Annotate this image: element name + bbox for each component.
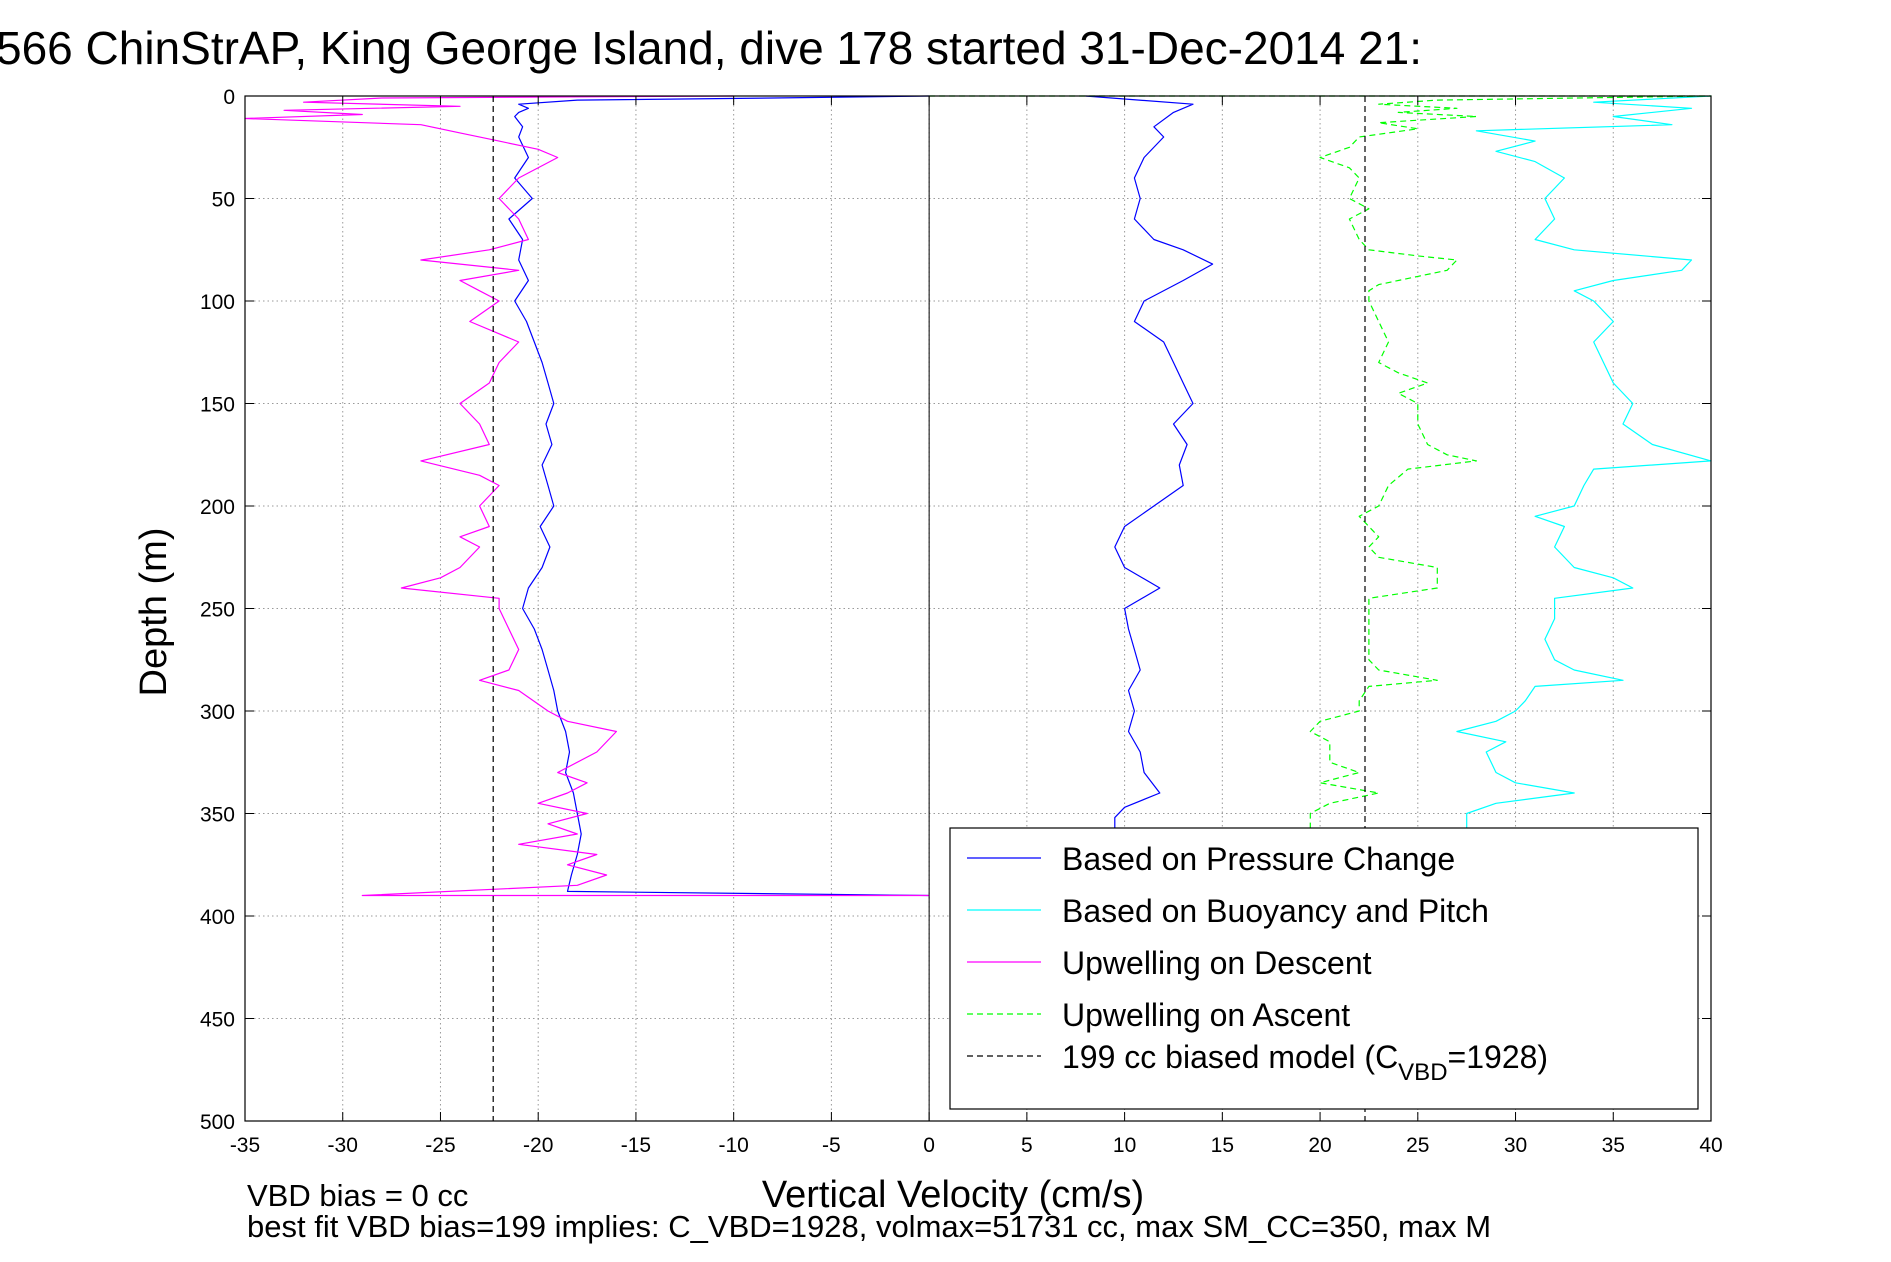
best-fit-note: best fit VBD bias=199 implies: C_VBD=192… xyxy=(247,1209,1491,1244)
series-line xyxy=(1456,95,1712,834)
y-tick-label: 350 xyxy=(200,804,235,827)
x-tick-label: -35 xyxy=(230,1134,260,1157)
legend-label: Based on Pressure Change xyxy=(1062,841,1455,877)
x-tick-label: 20 xyxy=(1308,1134,1331,1157)
x-tick-label: 15 xyxy=(1211,1134,1234,1157)
y-axis-ticks: 0 50 100 150 200 250 300 350 400 450 500 xyxy=(200,86,1711,1134)
legend-label: Upwelling on Ascent xyxy=(1062,997,1350,1033)
y-tick-label: 150 xyxy=(200,394,235,417)
legend: Based on Pressure Change Based on Buoyanc… xyxy=(949,827,1699,1110)
x-tick-label: 40 xyxy=(1699,1134,1722,1157)
series-line xyxy=(508,95,930,897)
y-tick-label: 0 xyxy=(223,86,235,109)
x-tick-label: -5 xyxy=(822,1134,841,1157)
grid xyxy=(245,96,1711,1121)
x-tick-label: -15 xyxy=(621,1134,651,1157)
y-tick-label: 300 xyxy=(200,701,235,724)
vbd-bias-note: VBD bias = 0 cc xyxy=(247,1178,468,1213)
series-line xyxy=(244,95,930,897)
series-line xyxy=(929,95,1712,834)
x-tick-label: -25 xyxy=(425,1134,455,1157)
x-axis-label: Vertical Velocity (cm/s) xyxy=(762,1174,1144,1216)
x-tick-label: 35 xyxy=(1602,1134,1625,1157)
y-tick-label: 100 xyxy=(200,291,235,314)
y-tick-label: 450 xyxy=(200,1009,235,1032)
legend-label: 199 cc biased model (CVBD=1928) xyxy=(1062,1039,1548,1086)
chart-title: 566 ChinStrAP, King George Island, dive … xyxy=(0,22,1422,74)
x-axis-ticks: -35 -30 -25 -20 -15 -10 -5 0 5 10 15 20 25 30 35 40 xyxy=(230,96,1723,1157)
series-line xyxy=(1085,95,1214,834)
y-tick-label: 250 xyxy=(200,599,235,622)
legend-label: Upwelling on Descent xyxy=(1062,945,1372,981)
legend-label: Based on Buoyancy and Pitch xyxy=(1062,893,1489,929)
legend-box xyxy=(949,827,1699,1110)
x-tick-label: 0 xyxy=(923,1134,935,1157)
y-tick-label: 200 xyxy=(200,496,235,519)
x-tick-label: 5 xyxy=(1021,1134,1033,1157)
y-axis-label: Depth (m) xyxy=(133,528,175,697)
x-tick-label: -30 xyxy=(328,1134,358,1157)
x-tick-label: 30 xyxy=(1504,1134,1527,1157)
x-tick-label: -10 xyxy=(718,1134,748,1157)
x-tick-label: 10 xyxy=(1113,1134,1136,1157)
y-tick-label: 50 xyxy=(212,189,235,212)
y-tick-label: 400 xyxy=(200,906,235,929)
x-tick-label: -20 xyxy=(523,1134,553,1157)
y-tick-label: 500 xyxy=(200,1111,235,1134)
x-tick-label: 25 xyxy=(1406,1134,1429,1157)
